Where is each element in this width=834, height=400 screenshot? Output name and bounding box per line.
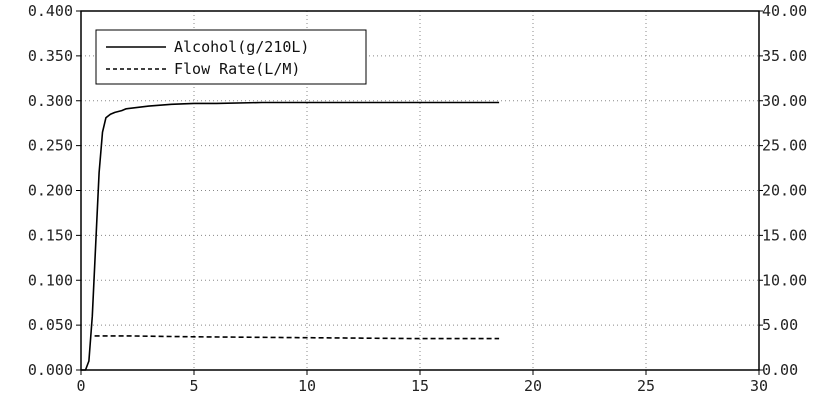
x-axis: 0 5 10 15 20 25 30 [76,370,768,395]
series-line-flow-rate-l-m [94,335,500,340]
series-line-alcohol-g-210l [81,101,500,371]
y2-tick-label: 25.00 [762,137,807,155]
x-tick-label: 0 [76,377,85,395]
y-tick-label: 0.300 [28,92,73,110]
legend-label-flow: Flow Rate(L/M) [174,60,300,78]
legend-box [95,29,367,85]
y2-tick-label: 40.00 [762,2,807,20]
series-layer [81,101,500,371]
x-tick-label: 25 [637,377,655,395]
y-tick-label: 0.250 [28,137,73,155]
y2-tick-label: 30.00 [762,92,807,110]
y-tick-label: 0.100 [28,271,73,289]
x-tick-label: 5 [189,377,198,395]
y-tick-label: 0.200 [28,182,73,200]
x-tick-label: 30 [750,377,768,395]
y-tick-label: 0.400 [28,2,73,20]
y2-tick-label: 20.00 [762,182,807,200]
x-tick-label: 15 [411,377,429,395]
legend-label-alcohol: Alcohol(g/210L) [174,38,309,56]
y-tick-label: 0.150 [28,226,73,244]
y2-tick-label: 15.00 [762,226,807,244]
y2-tick-label: 35.00 [762,47,807,65]
y-tick-label: 0.000 [28,361,73,379]
y-axis-left: 0.000 0.050 0.100 0.150 0.200 0.250 0.300 0.350… [28,2,81,379]
legend: Alcohol(g/210L) Flow Rate(L/M) [95,29,367,85]
y2-tick-label: 10.00 [762,271,807,289]
x-tick-label: 20 [524,377,542,395]
x-tick-label: 10 [298,377,316,395]
y-tick-label: 0.050 [28,316,73,334]
y-axis-right: 0.00 5.00 10.00 15.00 20.00 25.00 30.00 35.00 40… [759,2,807,379]
y-tick-label: 0.350 [28,47,73,65]
y2-tick-label: 5.00 [762,316,798,334]
y2-tick-label: 0.00 [762,361,798,379]
